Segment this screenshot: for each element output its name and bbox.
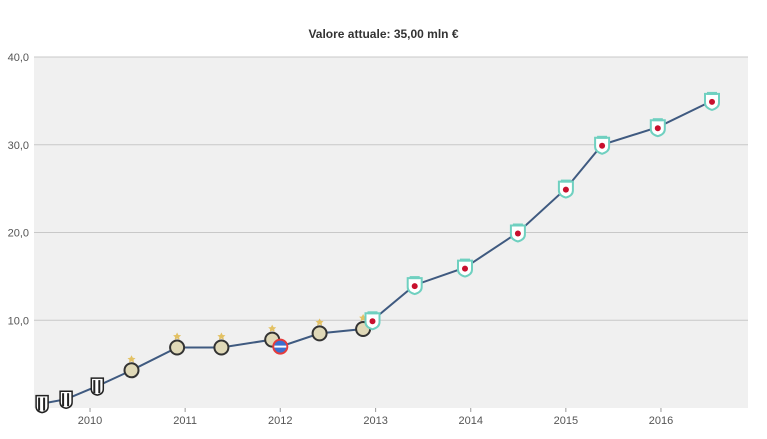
parma-crest-icon[interactable] xyxy=(213,332,230,356)
juventus-crest-icon[interactable] xyxy=(90,377,105,396)
x-axis: 2010 2011 2012 2013 2014 2015 2016 xyxy=(78,408,673,427)
y-axis: 10,0 20,0 30,0 40,0 xyxy=(8,52,29,327)
x-tick-label: 2013 xyxy=(363,415,387,427)
liverpool-crest-icon[interactable] xyxy=(457,258,473,278)
chart-title: Valore attuale: 35,00 mln € xyxy=(308,27,459,41)
parma-crest-icon[interactable] xyxy=(169,332,186,356)
x-tick-label: 2011 xyxy=(173,415,197,427)
juventus-crest-icon[interactable] xyxy=(59,390,73,409)
parma-crest-icon[interactable] xyxy=(123,355,140,379)
liverpool-crest-icon[interactable] xyxy=(509,223,526,243)
parma-crest-icon[interactable] xyxy=(311,318,328,342)
liverpool-crest-icon[interactable] xyxy=(364,311,381,331)
gridlines xyxy=(34,56,748,321)
liverpool-crest-icon[interactable] xyxy=(704,91,720,111)
juventus-crest-icon[interactable] xyxy=(35,394,49,414)
x-tick-label: 2012 xyxy=(268,415,292,427)
y-tick-label: 30,0 xyxy=(8,140,29,152)
liverpool-crest-icon[interactable] xyxy=(557,179,574,199)
liverpool-crest-icon[interactable] xyxy=(649,118,666,138)
x-tick-label: 2015 xyxy=(554,415,578,427)
y-tick-label: 20,0 xyxy=(8,228,29,240)
y-tick-label: 40,0 xyxy=(8,52,29,64)
data-points xyxy=(35,91,720,414)
liverpool-crest-icon[interactable] xyxy=(594,135,611,155)
liverpool-crest-icon[interactable] xyxy=(406,276,423,296)
y-tick-label: 10,0 xyxy=(8,315,29,327)
x-tick-label: 2016 xyxy=(649,415,673,427)
x-tick-label: 2010 xyxy=(78,415,102,427)
x-tick-label: 2014 xyxy=(458,415,482,427)
sampdoria-crest-icon[interactable] xyxy=(272,338,289,355)
